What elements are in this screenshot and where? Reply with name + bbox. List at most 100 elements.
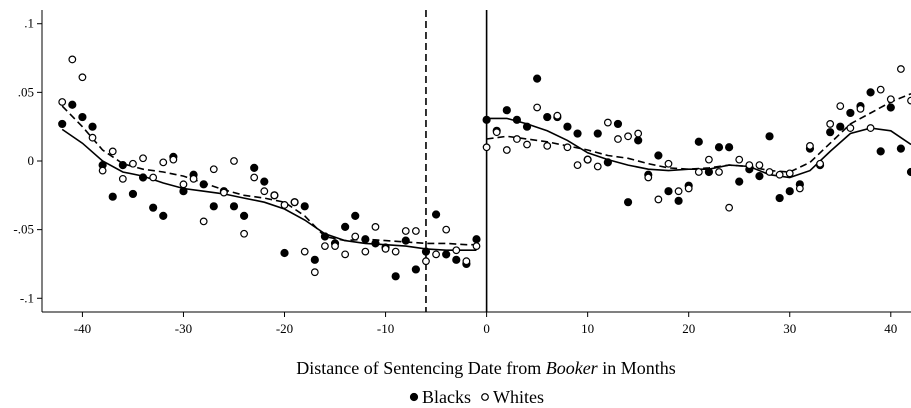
point [513, 135, 521, 143]
point [179, 180, 188, 189]
point [502, 106, 511, 115]
point [411, 227, 420, 235]
point [401, 227, 410, 235]
point [331, 242, 339, 251]
point [98, 166, 107, 175]
point [88, 133, 97, 142]
point [68, 55, 77, 64]
point [260, 187, 269, 196]
point [624, 132, 632, 141]
x-tick-label: 40 [884, 321, 897, 336]
point [826, 120, 835, 128]
point [341, 250, 350, 259]
point [543, 141, 552, 150]
x-axis-title-part: Distance of Sentencing Date from [296, 358, 545, 378]
y-tick-label: .05 [18, 84, 34, 99]
point [866, 124, 875, 132]
point [623, 198, 633, 207]
point [674, 187, 683, 196]
y-tick-label: -.05 [13, 222, 34, 237]
x-tick-label: -30 [175, 321, 192, 336]
point [482, 143, 491, 152]
point [462, 257, 471, 266]
legend-marker [409, 392, 419, 402]
point [58, 98, 67, 106]
point [482, 115, 491, 124]
point [250, 173, 259, 182]
point [603, 158, 612, 167]
x-axis-title-part: in Months [598, 358, 676, 378]
point [310, 255, 319, 264]
point [533, 103, 542, 112]
x-tick-label: -20 [276, 321, 293, 336]
point [664, 159, 673, 168]
point [836, 122, 845, 131]
point [169, 155, 178, 164]
point [634, 129, 643, 138]
point [644, 173, 653, 182]
point [523, 140, 531, 149]
point [573, 129, 582, 138]
legend-marker [481, 393, 489, 401]
point [533, 74, 542, 83]
point [381, 244, 390, 253]
point [846, 124, 855, 132]
point [704, 167, 714, 177]
point [139, 154, 147, 163]
point [714, 143, 724, 152]
point [149, 173, 158, 182]
point [674, 196, 683, 205]
y-tick-label: -.1 [20, 290, 34, 305]
point [705, 155, 713, 164]
point [68, 100, 77, 109]
point [138, 173, 148, 182]
point [290, 198, 299, 207]
point [684, 184, 693, 193]
point [78, 73, 87, 82]
point [452, 255, 461, 264]
point [159, 211, 168, 221]
point [896, 144, 905, 153]
point [351, 232, 360, 241]
point [775, 193, 784, 203]
point [300, 247, 309, 256]
point [896, 65, 905, 73]
point [826, 128, 835, 137]
point [401, 236, 410, 245]
point [563, 143, 572, 152]
point [179, 187, 188, 196]
point [725, 203, 734, 212]
point [785, 169, 794, 178]
point [512, 115, 522, 124]
point [149, 203, 158, 212]
point [411, 265, 420, 274]
point [431, 210, 441, 219]
point [371, 222, 380, 231]
point [88, 122, 97, 131]
point [886, 103, 895, 112]
point [351, 211, 360, 221]
point [189, 174, 198, 183]
point [583, 155, 592, 164]
x-tick-label: -40 [74, 321, 91, 336]
point [715, 168, 723, 176]
y-tick-label: .1 [24, 16, 34, 31]
point [654, 195, 663, 204]
point [664, 187, 673, 196]
point [492, 128, 501, 137]
point [543, 112, 552, 122]
point [634, 136, 643, 145]
point [229, 202, 239, 211]
point [563, 122, 572, 131]
point [472, 235, 481, 244]
point [391, 272, 400, 281]
point [522, 122, 532, 131]
point [614, 135, 622, 143]
point [159, 158, 168, 167]
point [735, 177, 744, 186]
x-tick-label: 10 [581, 321, 594, 336]
point [209, 165, 218, 174]
point [219, 188, 228, 197]
point [755, 172, 764, 181]
point [442, 225, 451, 234]
